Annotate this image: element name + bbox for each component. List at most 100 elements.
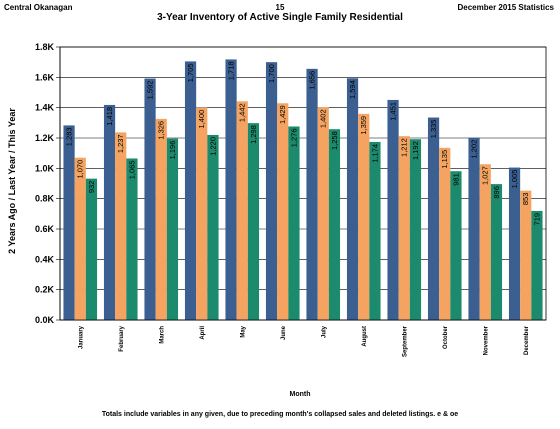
x-tick-label: January: [78, 325, 84, 349]
bar-this-year: [490, 184, 503, 320]
data-label: 1,276: [289, 128, 298, 147]
x-tick-label: July: [321, 325, 327, 338]
data-label: 1,027: [481, 166, 490, 185]
bar-two-years-ago: [63, 125, 75, 320]
bar-last-year: [317, 107, 329, 320]
bar-last-year: [277, 103, 289, 320]
bar-two-years-ago: [468, 137, 480, 320]
x-tick-label: June: [281, 325, 287, 340]
data-label: 1,065: [127, 160, 136, 179]
x-tick-label: October: [443, 325, 449, 349]
data-label: 1,135: [440, 150, 449, 169]
data-label: 1,258: [330, 131, 339, 150]
bar-last-year: [115, 132, 127, 320]
bar-two-years-ago: [387, 99, 399, 320]
data-label: 1,418: [105, 107, 114, 126]
y-tick-label: 0.4K: [35, 254, 55, 264]
bar-last-year: [479, 164, 491, 320]
bar-last-year: [358, 113, 370, 320]
data-label: 1,005: [510, 170, 519, 189]
data-label: 1,283: [65, 127, 74, 146]
bar-last-year: [155, 118, 167, 320]
chart-title: 3-Year Inventory of Active Single Family…: [157, 12, 403, 23]
bar-two-years-ago: [508, 167, 521, 320]
x-tick-label: December: [524, 325, 530, 355]
bar-this-year: [126, 158, 138, 320]
data-label: 1,429: [278, 105, 287, 124]
bar-this-year: [166, 138, 179, 320]
data-label: 1,402: [319, 109, 328, 128]
data-label: 896: [492, 186, 501, 199]
bar-this-year: [207, 134, 219, 320]
bar-two-years-ago: [265, 62, 278, 321]
y-tick-label: 0.8K: [35, 194, 55, 204]
bar-two-years-ago: [184, 61, 197, 321]
bar-this-year: [450, 171, 462, 320]
bar-two-years-ago: [306, 68, 318, 320]
bar-last-year: [520, 190, 532, 320]
data-label: 981: [451, 173, 460, 186]
bar-this-year: [328, 129, 341, 320]
data-label: 1,070: [76, 160, 85, 179]
y-tick-label: 1.4K: [35, 103, 55, 113]
bar-two-years-ago: [346, 78, 359, 320]
x-tick-label: November: [483, 325, 489, 355]
y-tick-label: 1.2K: [35, 133, 55, 143]
data-label: 1,359: [359, 116, 368, 135]
bar-last-year: [196, 107, 208, 321]
x-tick-label: February: [119, 325, 125, 351]
x-tick-label: August: [362, 326, 368, 347]
data-label: 1,237: [116, 134, 125, 153]
data-label: 1,196: [168, 141, 177, 160]
data-label: 1,298: [249, 125, 258, 144]
data-label: 719: [532, 213, 541, 226]
data-label: 932: [87, 181, 96, 194]
x-tick-label: September: [402, 325, 408, 357]
data-label: 1,220: [208, 137, 217, 156]
bar-two-years-ago: [225, 59, 237, 320]
data-label: 1,718: [227, 61, 236, 80]
x-tick-label: March: [159, 326, 165, 344]
bar-this-year: [531, 210, 543, 320]
bar-two-years-ago: [103, 104, 116, 320]
bar-last-year: [74, 157, 86, 320]
bar-two-years-ago: [427, 117, 440, 321]
x-tick-label: May: [240, 325, 246, 337]
bar-this-year: [247, 123, 260, 321]
data-label: 1,442: [238, 103, 247, 122]
data-label: 1,192: [411, 141, 420, 160]
header-page-number: 15: [275, 3, 285, 12]
y-tick-label: 1.0K: [35, 163, 55, 173]
y-tick-label: 1.6K: [35, 72, 55, 82]
plot-area: 0.0K 0.2K 0.4K 0.6K 0.8K 1.0K 1.2K 1.4K 1.6K 1.8K…: [35, 42, 547, 357]
data-label: 1,592: [146, 81, 155, 100]
bar-this-year: [85, 178, 98, 320]
footnote: Totals include variables in any given, d…: [101, 411, 459, 418]
y-tick-label: 0.6K: [35, 224, 55, 234]
data-label: 1,400: [197, 110, 206, 129]
data-label: 1,705: [186, 63, 195, 82]
bar-last-year: [398, 136, 410, 320]
x-tick-label: April: [200, 326, 206, 340]
bar-this-year: [369, 141, 381, 320]
data-label: 1,335: [429, 120, 438, 139]
data-label: 1,212: [400, 138, 409, 157]
y-tick-label: 1.8K: [35, 42, 55, 52]
bar-this-year: [409, 139, 422, 320]
bar-last-year: [236, 101, 248, 321]
data-label: 853: [521, 193, 530, 206]
y-tick-label: 0.2K: [35, 285, 55, 295]
data-label: 1,594: [348, 80, 357, 99]
bar-this-year: [288, 126, 300, 321]
data-label: 1,656: [308, 71, 317, 90]
data-label: 1,174: [370, 144, 379, 163]
data-label: 1,700: [267, 64, 276, 83]
data-label: 1,451: [389, 102, 398, 121]
data-label: 1,202: [470, 140, 479, 159]
bar-last-year: [439, 147, 451, 320]
x-axis-title: Month: [289, 391, 311, 398]
bar-two-years-ago: [144, 78, 156, 321]
y-tick-label: 0.0K: [35, 315, 55, 325]
header-source: Central Okanagan: [4, 3, 73, 12]
